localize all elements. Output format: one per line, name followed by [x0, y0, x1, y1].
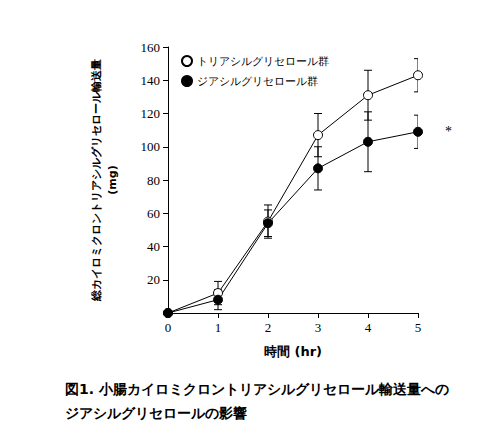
svg-text:120: 120	[141, 106, 161, 121]
svg-text:2: 2	[265, 320, 272, 335]
svg-text:トリアシルグリセロール群: トリアシルグリセロール群	[197, 55, 329, 68]
svg-text:総カイロミクロントリアシルグリセロール輸送量: 総カイロミクロントリアシルグリセロール輸送量	[90, 59, 103, 302]
svg-text:図1. 小腸カイロミクロントリアシルグリセロール輸送量への: 図1. 小腸カイロミクロントリアシルグリセロール輸送量への	[65, 381, 449, 397]
svg-text:0: 0	[165, 320, 172, 335]
svg-text:60: 60	[147, 206, 160, 221]
svg-text:40: 40	[147, 239, 160, 254]
svg-text:140: 140	[141, 73, 161, 88]
svg-text:時間 (hr): 時間 (hr)	[264, 344, 322, 359]
svg-text:4: 4	[365, 320, 372, 335]
svg-text:ジアシルグリセロール群: ジアシルグリセロール群	[197, 75, 318, 88]
svg-text:20: 20	[147, 272, 160, 287]
svg-text:160: 160	[141, 40, 161, 55]
svg-text:5: 5	[415, 320, 422, 335]
svg-text:ジアシルグリセロールの影響: ジアシルグリセロールの影響	[65, 405, 247, 421]
svg-text:100: 100	[141, 139, 161, 154]
svg-text:*: *	[445, 124, 452, 139]
svg-text:3: 3	[315, 320, 322, 335]
svg-text:(mg): (mg)	[106, 165, 119, 194]
svg-text:80: 80	[147, 173, 160, 188]
svg-text:1: 1	[215, 320, 222, 335]
